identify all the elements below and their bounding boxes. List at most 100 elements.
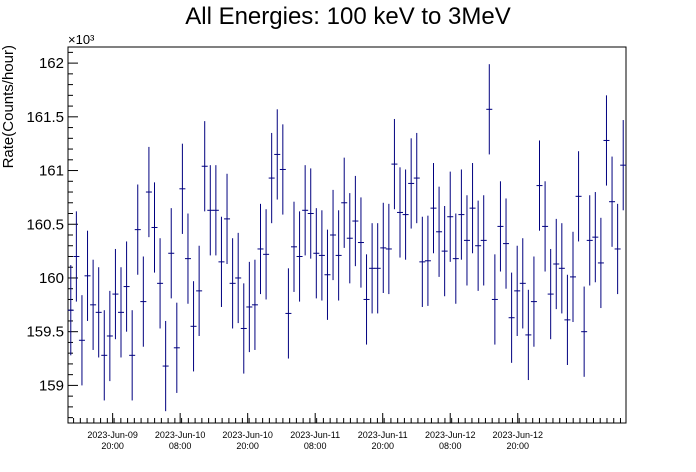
data-point: [78, 295, 85, 386]
data-point: [452, 213, 459, 304]
data-point: [497, 181, 504, 272]
data-point: [369, 223, 376, 314]
data-point: [547, 248, 554, 340]
data-point: [324, 229, 331, 320]
data-point: [268, 132, 275, 224]
y-axis-multiplier: ×10³: [68, 32, 95, 47]
data-point: [129, 310, 136, 401]
x-tick-date-label: 2023-Jun-12: [492, 430, 543, 440]
x-tick-date-label: 2023-Jun-11: [358, 430, 408, 440]
data-point: [419, 216, 426, 307]
data-point: [514, 245, 521, 336]
data-point: [307, 168, 314, 259]
data-point: [341, 157, 348, 248]
data-point: [257, 203, 264, 295]
data-point: [101, 310, 108, 401]
data-point: [564, 274, 571, 365]
data-point: [330, 189, 337, 281]
data-point: [263, 209, 270, 300]
data-point: [525, 289, 532, 381]
data-point: [614, 203, 621, 295]
data-point: [246, 261, 253, 353]
data-point: [436, 186, 443, 277]
plot-frame: [67, 46, 627, 424]
data-point: [357, 197, 364, 288]
x-tick-time-label: 20:00: [371, 441, 394, 451]
data-point: [569, 231, 576, 323]
data-point: [335, 210, 342, 301]
data-point: [279, 124, 286, 215]
data-point: [134, 184, 141, 275]
x-tick-time-label: 20:00: [101, 441, 124, 451]
data-point: [346, 193, 353, 284]
data-point: [609, 156, 616, 247]
y-tick-label: 160: [39, 270, 64, 287]
data-point: [475, 200, 482, 291]
x-tick-time-label: 20:00: [236, 441, 259, 451]
data-point: [463, 195, 470, 286]
data-point: [553, 218, 560, 310]
x-tick-time-label: 08:00: [439, 441, 462, 451]
data-point: [112, 248, 119, 340]
data-point: [67, 265, 74, 356]
data-point: [190, 281, 197, 372]
data-point: [469, 163, 476, 254]
y-tick-label: 161: [39, 163, 64, 180]
data-point: [397, 167, 404, 258]
data-point: [447, 171, 454, 262]
data-point: [491, 254, 498, 345]
data-point: [296, 211, 303, 302]
data-point: [168, 208, 175, 299]
data-point: [229, 238, 236, 329]
x-axis-ticks: 2023-Jun-0920:002023-Jun-1008:002023-Jun…: [73, 413, 621, 451]
data-point: [374, 223, 381, 314]
data-point: [318, 210, 325, 301]
data-point: [536, 140, 543, 231]
y-tick-label: 162: [39, 55, 64, 72]
data-point: [240, 283, 247, 374]
data-point: [441, 205, 448, 297]
data-point: [90, 259, 97, 350]
data-point: [363, 254, 370, 345]
y-axis-ticks: 159 159.5 160 160.5 161 161.5 162: [26, 51, 78, 419]
y-axis-label: Rate(Counts/hour): [0, 45, 17, 168]
data-point: [145, 146, 152, 238]
data-point: [95, 267, 102, 358]
data-point: [123, 241, 130, 332]
x-tick-time-label: 20:00: [506, 441, 529, 451]
data-point: [313, 208, 320, 299]
data-point: [542, 181, 549, 272]
data-point: [157, 238, 164, 329]
data-point: [519, 238, 526, 329]
x-tick-time-label: 08:00: [169, 441, 192, 451]
data-point: [302, 165, 309, 256]
data-point: [575, 151, 582, 242]
data-point: [251, 259, 258, 350]
data-point: [408, 138, 415, 229]
x-tick-time-label: 08:00: [304, 441, 327, 451]
data-point: [402, 169, 409, 260]
data-point: [151, 182, 158, 273]
data-point: [218, 216, 225, 307]
data-point: [73, 211, 80, 302]
data-point: [558, 223, 565, 314]
y-tick-label: 161.5: [26, 109, 64, 126]
data-point: [592, 192, 599, 283]
data-point: [207, 165, 214, 256]
data-point: [140, 256, 147, 347]
x-tick-date-label: 2023-Jun-11: [290, 430, 340, 440]
data-point: [118, 267, 125, 358]
data-point: [212, 165, 219, 256]
data-point: [224, 173, 231, 265]
data-point: [413, 132, 420, 224]
data-point: [380, 202, 387, 294]
data-point: [486, 64, 493, 155]
data-point: [424, 215, 431, 306]
data-point: [235, 232, 242, 324]
chart-title: All Energies: 100 keV to 3MeV: [185, 3, 511, 30]
data-points: [67, 64, 627, 412]
data-point: [173, 302, 180, 393]
data-point: [603, 95, 610, 186]
data-point: [480, 195, 487, 286]
